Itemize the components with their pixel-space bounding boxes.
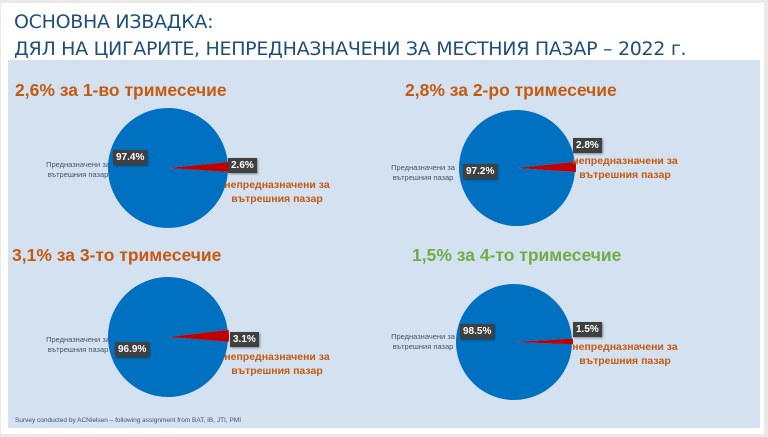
pie-1-slice-domestic xyxy=(108,108,228,229)
pie-4-legend-non-domestic: непредназначени за вътрешния пазар xyxy=(572,341,678,367)
pie-4-value-non-domestic: 1.5% xyxy=(573,322,602,337)
pie-2-legend-non-domestic: непредназначени за вътрешния пазар xyxy=(572,155,678,181)
pie-3-legend-domestic: Предназначени за вътрешния пазар xyxy=(46,335,110,354)
pie-4-value-domestic: 98.5% xyxy=(460,324,495,339)
pie-1-title: 2,6% за 1-во тримесечие xyxy=(15,80,227,100)
pie-3-value-non-domestic: 3.1% xyxy=(230,332,259,347)
pie-2-slice-domestic xyxy=(459,109,575,226)
pie-3-title: 3,1% за 3-то тримесечие xyxy=(12,245,222,265)
pie-2-legend-domestic: Предназначени за вътрешния пазар xyxy=(391,163,455,182)
title-line-1: ОСНОВНА ИЗВАДКА: xyxy=(14,11,214,33)
pie-1-legend-non-domestic: непредназначени за вътрешния пазар xyxy=(224,179,330,205)
pie-2-title: 2,8% за 2-ро тримесечие xyxy=(405,80,617,100)
pie-3-value-domestic: 96.9% xyxy=(115,342,150,357)
pie-3-slice-domestic xyxy=(108,277,228,398)
footnote: Survey conducted by ACNielsen – followin… xyxy=(15,417,242,424)
pie-1-slice-non-domestic xyxy=(168,162,229,172)
pie-3-legend-non-domestic: непредназначени за вътрешния пазар xyxy=(224,351,330,377)
pie-2-value-domestic: 97.2% xyxy=(463,164,498,179)
pie-4-slice-domestic xyxy=(456,283,572,400)
slide-title: ОСНОВНА ИЗВАДКА: ДЯЛ НА ЦИГАРИТЕ, НЕПРЕД… xyxy=(14,9,687,63)
pie-2-value-non-domestic: 2.8% xyxy=(573,138,602,153)
pie-1-value-domestic: 97.4% xyxy=(113,150,148,165)
pie-4-title: 1,5% за 4-то тримесечие xyxy=(412,245,622,265)
pie-1-legend-domestic: Предназначени за вътрешния пазар xyxy=(46,160,110,179)
title-line-2: ДЯЛ НА ЦИГАРИТЕ, НЕПРЕДНАЗНАЧЕНИ ЗА МЕСТ… xyxy=(14,38,687,60)
pie-4-slice-non-domestic xyxy=(514,338,574,345)
pie-4-legend-domestic: Предназначени за вътрешния пазар xyxy=(391,332,455,351)
pie-1-value-non-domestic: 2.6% xyxy=(228,158,257,173)
pie-3-slice-non-domestic xyxy=(168,329,229,342)
pie-2-slice-non-domestic xyxy=(517,161,576,173)
